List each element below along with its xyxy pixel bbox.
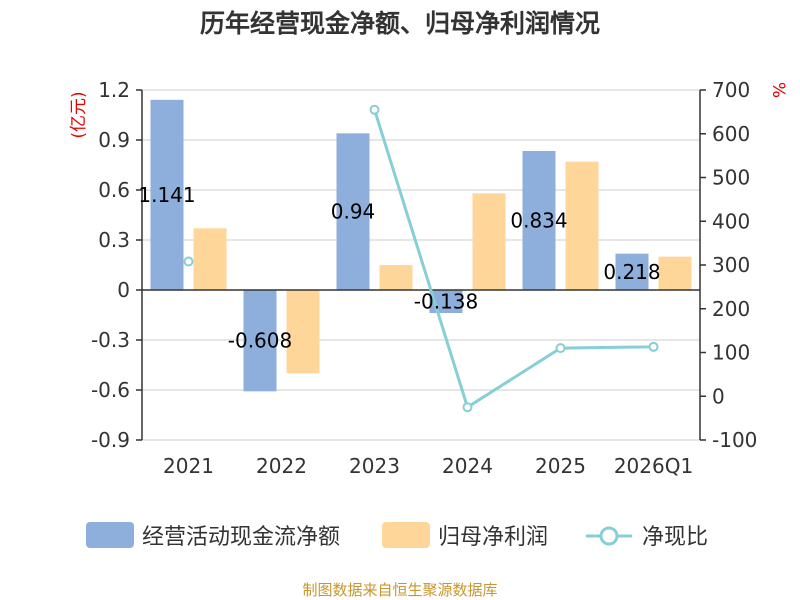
left-axis-tick-label: 0.9 <box>98 128 130 152</box>
left-axis-tick-label: 0.3 <box>98 228 130 252</box>
left-axis-tick-label: 1.2 <box>98 78 130 102</box>
net-profit-bar <box>286 290 320 374</box>
right-axis-tick-label: 100 <box>712 341 750 365</box>
net-profit-bar <box>379 265 413 290</box>
bar-series <box>150 99 692 392</box>
legend-swatch-net-profit <box>382 522 430 548</box>
right-axis-tick-label: -100 <box>712 428 757 452</box>
right-axis-tick-label: 0 <box>712 384 725 408</box>
grid-lines <box>142 89 700 441</box>
net-profit-bar <box>472 193 506 290</box>
cash-flow-data-label: 1.141 <box>138 183 195 207</box>
cash-flow-data-label: 0.218 <box>603 260 660 284</box>
data-source-note: 制图数据来自恒生聚源数据库 <box>302 581 497 599</box>
cash-flow-bar <box>336 133 370 290</box>
cash-flow-bar <box>243 290 277 392</box>
ratio-point <box>183 256 194 267</box>
x-axis-category-label: 2021 <box>163 454 214 478</box>
cash-flow-bar <box>522 151 556 290</box>
left-axis-unit: (亿元) <box>69 91 89 138</box>
left-axis-tick-label: 0 <box>117 278 130 302</box>
right-axis-tick-label: 300 <box>712 253 750 277</box>
legend-label-net-profit: 归母净利润 <box>438 525 548 550</box>
cash-flow-data-label: -0.138 <box>414 290 478 314</box>
ratio-point <box>648 341 659 352</box>
legend-label-ratio: 净现比 <box>642 525 708 550</box>
cash-flow-bar <box>615 253 649 290</box>
cash-flow-data-label: -0.608 <box>228 329 292 353</box>
right-axis-tick-label: 500 <box>712 166 750 190</box>
left-axis-tick-label: -0.6 <box>91 378 130 402</box>
ratio-line-segment <box>559 345 655 350</box>
right-axis-tick-label: 400 <box>712 209 750 233</box>
left-axis-tick-label: -0.3 <box>91 328 130 352</box>
legend-swatch-cash-flow <box>86 522 134 548</box>
cash-flow-data-label: 0.834 <box>510 209 567 233</box>
right-axis-tick-label: 700 <box>712 78 750 102</box>
axes: 1.2 0.9 0.6 0.3 0 -0.3 -0.6 -0.9 700 600 500 400 300… <box>91 78 757 478</box>
net-profit-bar <box>193 228 227 290</box>
net-profit-bar <box>658 256 692 290</box>
x-axis-category-label: 2026Q1 <box>614 454 693 478</box>
left-axis-tick-label: -0.9 <box>91 428 130 452</box>
cash-flow-data-label: 0.94 <box>331 200 376 224</box>
ratio-point <box>462 402 473 413</box>
chart-title: 历年经营现金净额、归母净利润情况 <box>200 9 600 38</box>
ratio-line-series <box>183 104 659 413</box>
legend-swatch-ratio-marker <box>599 526 619 546</box>
ratio-line-segment <box>373 108 469 409</box>
legend-label-cash-flow: 经营活动现金流净额 <box>142 525 340 550</box>
cash-flow-bar <box>150 99 184 290</box>
ratio-point <box>369 104 380 115</box>
x-axis-category-label: 2024 <box>442 454 493 478</box>
legend: 经营活动现金流净额 归母净利润 净现比 <box>86 522 708 550</box>
x-axis-category-label: 2022 <box>256 454 307 478</box>
right-axis-unit: % <box>768 82 788 98</box>
x-axis-category-label: 2025 <box>535 454 586 478</box>
right-axis-tick-label: 600 <box>712 122 750 146</box>
net-profit-bar <box>565 161 599 290</box>
x-axis-category-label: 2023 <box>349 454 400 478</box>
right-axis-tick-label: 200 <box>712 297 750 321</box>
left-axis-tick-label: 0.6 <box>98 178 130 202</box>
data-labels: 1.141 -0.608 0.94 -0.138 0.834 0.218 <box>138 183 660 353</box>
ratio-point <box>555 343 566 354</box>
ratio-line-segment <box>466 346 562 409</box>
